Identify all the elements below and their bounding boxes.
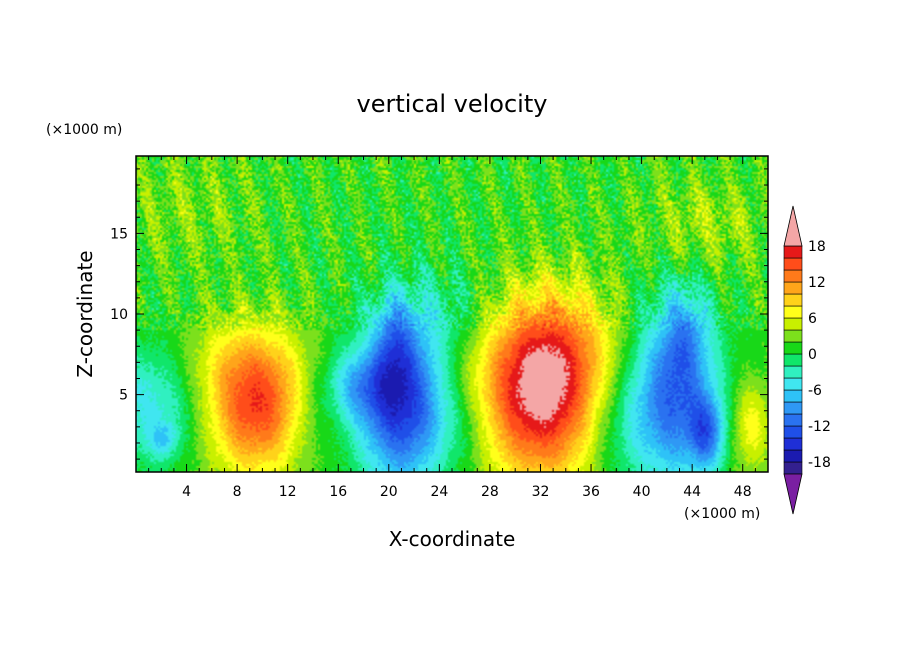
colorbar-tick-label: -6 [808,383,822,399]
colorbar-box [783,377,803,391]
x-tick-label: 36 [582,484,600,500]
colorbar-box [783,245,803,259]
colorbar-box [783,329,803,343]
colorbar-tick-label: 6 [808,311,817,327]
x-tick-label: 40 [633,484,651,500]
x-tick-label: 12 [279,484,297,500]
x-tick-label: 16 [329,484,347,500]
y-axis-ticks: 5 10 15 [110,168,768,460]
x-tick-label: 4 [182,484,191,500]
x-tick-label: 8 [233,484,242,500]
x-axis-ticks: 4 8 12 16 20 24 28 32 36 40 44 48 [148,156,756,500]
y-tick-label: 5 [119,388,128,404]
colorbar-box [783,401,803,415]
colorbar-tick-label: 0 [808,347,817,363]
colorbar-box [783,269,803,283]
x-axis-label: X-coordinate [389,527,516,551]
x-tick-label: 48 [734,484,752,500]
colorbar-tick-label: -12 [808,419,831,435]
y-axis-label: Z-coordinate [73,250,97,377]
chart-title: vertical velocity [357,90,548,118]
colorbar-box [783,305,803,319]
colorbar-box [783,449,803,463]
x-tick-label: 24 [430,484,448,500]
colorbar-box [783,293,803,307]
x-tick-label: 28 [481,484,499,500]
colorbar-box [783,281,803,295]
velocity-field [136,156,768,472]
colorbar-bottom-triangle [783,473,803,515]
colorbar-legend: 18 12 6 0 -6 -12 -18 [783,205,831,515]
y-tick-label: 15 [110,226,128,242]
x-tick-label: 32 [532,484,550,500]
colorbar-box [783,461,803,475]
x-tick-label: 44 [683,484,701,500]
colorbar-box [783,413,803,427]
colorbar-top-triangle [783,205,803,247]
y-units-label: (×1000 m) [46,122,122,138]
colorbar-box [783,353,803,367]
colorbar-tick-label: 18 [808,239,826,255]
colorbar-box [783,425,803,439]
colorbar-tick-label: 12 [808,275,826,291]
y-tick-label: 10 [110,307,128,323]
colorbar-box [783,437,803,451]
colorbar-box [783,341,803,355]
x-tick-label: 20 [380,484,398,500]
colorbar-box [783,389,803,403]
colorbar-box [783,317,803,331]
colorbar-box [783,257,803,271]
x-units-label: (×1000 m) [684,506,760,522]
colorbar-box [783,365,803,379]
colorbar-tick-label: -18 [808,455,831,471]
